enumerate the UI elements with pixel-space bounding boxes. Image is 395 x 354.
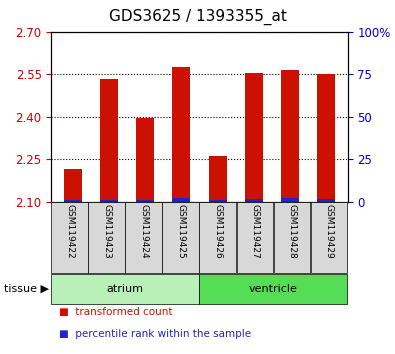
Bar: [281, 198, 299, 202]
Text: GSM119428: GSM119428: [288, 204, 297, 258]
Bar: [172, 67, 190, 202]
Text: GSM119422: GSM119422: [65, 204, 74, 258]
Text: GSM119423: GSM119423: [102, 204, 111, 258]
Bar: [136, 118, 154, 202]
Text: GSM119425: GSM119425: [177, 204, 186, 258]
Bar: [245, 199, 263, 202]
Bar: [317, 199, 335, 202]
Bar: [317, 74, 335, 202]
Text: ■  percentile rank within the sample: ■ percentile rank within the sample: [59, 329, 251, 338]
Text: ventricle: ventricle: [249, 284, 297, 294]
Bar: [64, 200, 82, 202]
Text: GSM119426: GSM119426: [213, 204, 222, 258]
Bar: [281, 70, 299, 202]
Bar: [100, 79, 118, 202]
Bar: [100, 200, 118, 202]
Text: ■  transformed count: ■ transformed count: [59, 307, 173, 317]
Bar: [209, 200, 227, 202]
Text: tissue ▶: tissue ▶: [4, 284, 49, 294]
Bar: [245, 73, 263, 202]
Bar: [209, 156, 227, 202]
Bar: [64, 169, 82, 202]
Bar: [136, 200, 154, 202]
Text: GSM119424: GSM119424: [139, 204, 149, 258]
Bar: [172, 198, 190, 202]
Text: atrium: atrium: [107, 284, 143, 294]
Text: GDS3625 / 1393355_at: GDS3625 / 1393355_at: [109, 9, 286, 25]
Text: GSM119427: GSM119427: [250, 204, 260, 258]
Text: GSM119429: GSM119429: [325, 204, 334, 258]
